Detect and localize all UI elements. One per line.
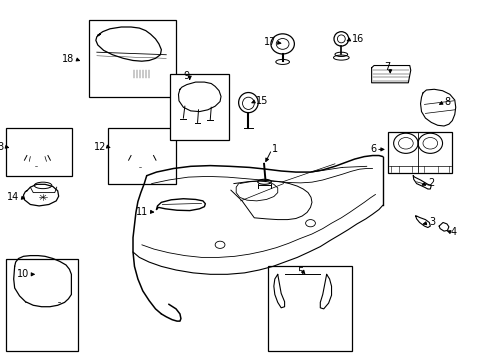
Text: 14: 14 — [7, 192, 20, 202]
Text: 1: 1 — [271, 144, 278, 154]
Text: 18: 18 — [62, 54, 74, 64]
Text: 11: 11 — [136, 207, 148, 217]
Bar — [267, 266, 351, 351]
Bar — [131, 70, 149, 78]
Text: 5: 5 — [296, 267, 303, 277]
Bar — [170, 74, 228, 140]
Text: 17: 17 — [264, 37, 276, 48]
Bar — [6, 128, 72, 176]
Bar — [89, 20, 176, 97]
Text: 10: 10 — [17, 269, 29, 279]
Text: 15: 15 — [256, 96, 268, 106]
Bar — [6, 259, 78, 351]
Text: 13: 13 — [0, 141, 5, 152]
Text: 7: 7 — [383, 62, 389, 72]
Bar — [387, 132, 451, 173]
Text: 3: 3 — [428, 217, 435, 228]
Text: 8: 8 — [443, 97, 449, 107]
Text: 4: 4 — [450, 227, 456, 237]
Text: 12: 12 — [94, 141, 106, 152]
Text: 16: 16 — [351, 33, 364, 44]
Bar — [107, 128, 176, 184]
Text: 6: 6 — [369, 144, 375, 154]
Text: 2: 2 — [427, 178, 433, 188]
Text: 9: 9 — [183, 71, 189, 81]
